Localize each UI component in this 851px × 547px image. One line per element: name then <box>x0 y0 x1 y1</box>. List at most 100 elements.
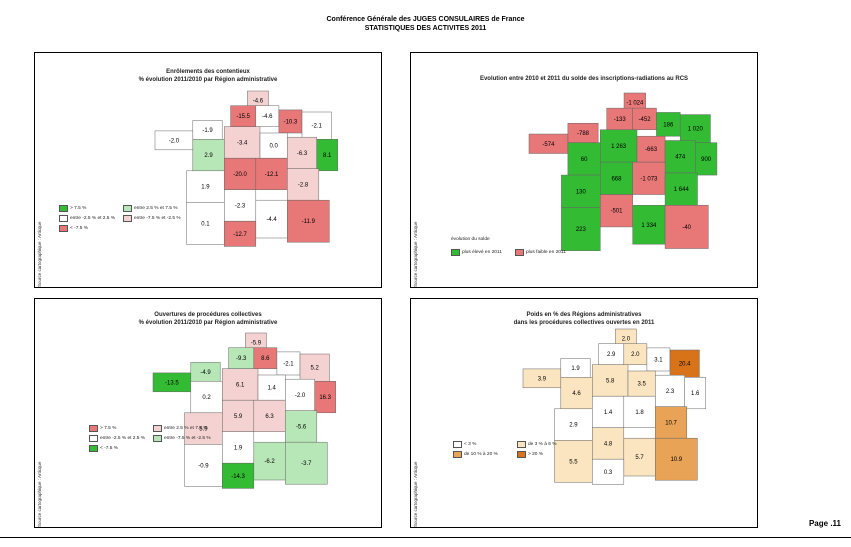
legend-item: plus élevé en 2011 <box>451 249 502 256</box>
map-region <box>695 142 718 176</box>
report-subtitle: STATISTIQUES DES ACTIVITES 2011 <box>364 25 487 32</box>
map-region <box>567 142 601 176</box>
legend-swatch <box>517 441 526 448</box>
region-value-label: -12.1 <box>265 172 279 178</box>
map-region <box>253 441 286 481</box>
region-value-label: 1.6 <box>691 391 700 397</box>
region-value-label: -40 <box>682 225 691 231</box>
map-panel-rcs: Evolution entre 2010 et 2011 du solde de… <box>410 52 758 288</box>
map-region <box>255 199 288 239</box>
region-value-label: 0.2 <box>202 395 211 401</box>
legend-swatch <box>59 225 68 232</box>
france-map: -1 024 -133 -452 186 1 020 -788 -574 60 1 263 -66… <box>528 92 718 251</box>
map-region <box>257 374 286 401</box>
region-value-label: 130 <box>576 189 587 195</box>
region-value-label: -6.3 <box>297 151 308 157</box>
map-region <box>186 170 225 203</box>
region-value-label: 474 <box>675 155 686 161</box>
region-value-label: -1 024 <box>626 101 644 107</box>
legend-item: plus faible en 2011 <box>515 249 566 256</box>
map-region <box>255 157 288 190</box>
map-region <box>287 136 317 169</box>
region-value-label: -13.5 <box>165 380 179 386</box>
region-value-label: -9.3 <box>236 356 247 362</box>
legend-swatch <box>515 249 524 256</box>
region-value-label: -20.0 <box>233 172 247 178</box>
region-value-label: 8.6 <box>261 356 270 362</box>
legend-swatch <box>89 445 98 452</box>
map-region <box>600 161 633 195</box>
legend-swatch <box>89 435 98 442</box>
region-value-label: -663 <box>645 147 658 153</box>
map-region <box>664 205 709 249</box>
map-region <box>655 437 698 481</box>
legend-label: > 20 % <box>528 452 544 457</box>
map-region <box>655 374 685 407</box>
legend-swatch <box>123 205 132 212</box>
region-value-label: 3.9 <box>538 376 547 382</box>
legend-label: plus élevé en 2011 <box>462 250 502 255</box>
region-value-label: 16.3 <box>319 395 331 401</box>
legend-label: de 3 % à 6 % <box>528 442 557 447</box>
region-value-label: -10.3 <box>284 119 298 125</box>
legend-swatch <box>517 451 526 458</box>
region-value-label: -14.3 <box>231 474 245 480</box>
legend-label: > 7.5 % <box>100 426 117 431</box>
legend-item: de 3 % à 6 % <box>517 441 557 448</box>
france-map: -5.9 -9.3 8.6 -2.1 5.2 -4.9 -13.5 0.2 6.1 1.4 -2.0… <box>152 332 336 489</box>
region-value-label: 5.8 <box>606 378 615 384</box>
panel-title: Poids en % des Régions administratives d… <box>513 312 655 326</box>
map-region <box>316 139 338 172</box>
region-value-label: 6.3 <box>265 414 274 420</box>
legend-swatch <box>123 215 132 222</box>
map-region <box>224 157 257 190</box>
legend-label: < -7.5 % <box>100 446 118 451</box>
legend-item: < 3 % <box>453 441 476 448</box>
legend-label: entre -2.5 % et 2.5 % <box>70 216 116 221</box>
map-region <box>253 399 286 432</box>
map-region <box>222 462 255 489</box>
region-value-label: 5.7 <box>635 455 644 461</box>
page-number: Page .11 <box>808 519 841 528</box>
region-value-label: 10.7 <box>665 420 677 426</box>
map-region <box>632 205 666 245</box>
region-value-label: 1.9 <box>234 445 243 451</box>
map-region <box>669 349 700 378</box>
region-value-label: -4.4 <box>266 217 277 223</box>
region-value-label: 2.0 <box>622 336 631 342</box>
region-value-label: -4.6 <box>262 114 273 120</box>
map-region <box>190 381 223 414</box>
map-region <box>623 437 656 477</box>
map-region <box>224 126 261 159</box>
region-value-label: 2.9 <box>607 352 616 358</box>
region-value-label: 5.9 <box>234 414 243 420</box>
region-value-label: 900 <box>701 157 712 163</box>
legend-item: entre -7.5 % et -2.5 % <box>123 215 181 222</box>
region-value-label: 2.9 <box>204 153 213 159</box>
panel-title: Ouvertures de procédures collectives % é… <box>138 312 278 326</box>
footer-rule <box>0 537 851 538</box>
region-value-label: -788 <box>577 131 590 137</box>
legend-item: > 7.5 % <box>89 425 116 432</box>
legend-swatch <box>59 205 68 212</box>
region-value-label: 0.0 <box>269 144 278 150</box>
region-value-label: 2.9 <box>569 423 578 429</box>
map-region <box>600 194 633 228</box>
legend-label: < 3 % <box>464 442 477 447</box>
legend-label: entre 2.5 % et 7.5 % <box>164 426 208 431</box>
map-region <box>314 381 336 414</box>
map-region <box>600 129 638 163</box>
region-value-label: 1.4 <box>267 386 276 392</box>
map-region <box>285 441 328 485</box>
legend-label: entre 2.5 % et 7.5 % <box>134 206 178 211</box>
region-value-label: 3.5 <box>637 382 646 388</box>
region-value-label: -452 <box>639 117 652 123</box>
region-value-label: 1.4 <box>604 410 613 416</box>
legend-label: entre -7.5 % et -2.5 % <box>164 436 211 441</box>
region-value-label: 1.8 <box>635 410 644 416</box>
legend-swatch <box>451 249 460 256</box>
map-region <box>592 458 625 485</box>
legend-swatch <box>453 451 462 458</box>
region-value-label: -501 <box>610 209 623 215</box>
legend-label: de 10 % à 20 % <box>464 452 498 457</box>
